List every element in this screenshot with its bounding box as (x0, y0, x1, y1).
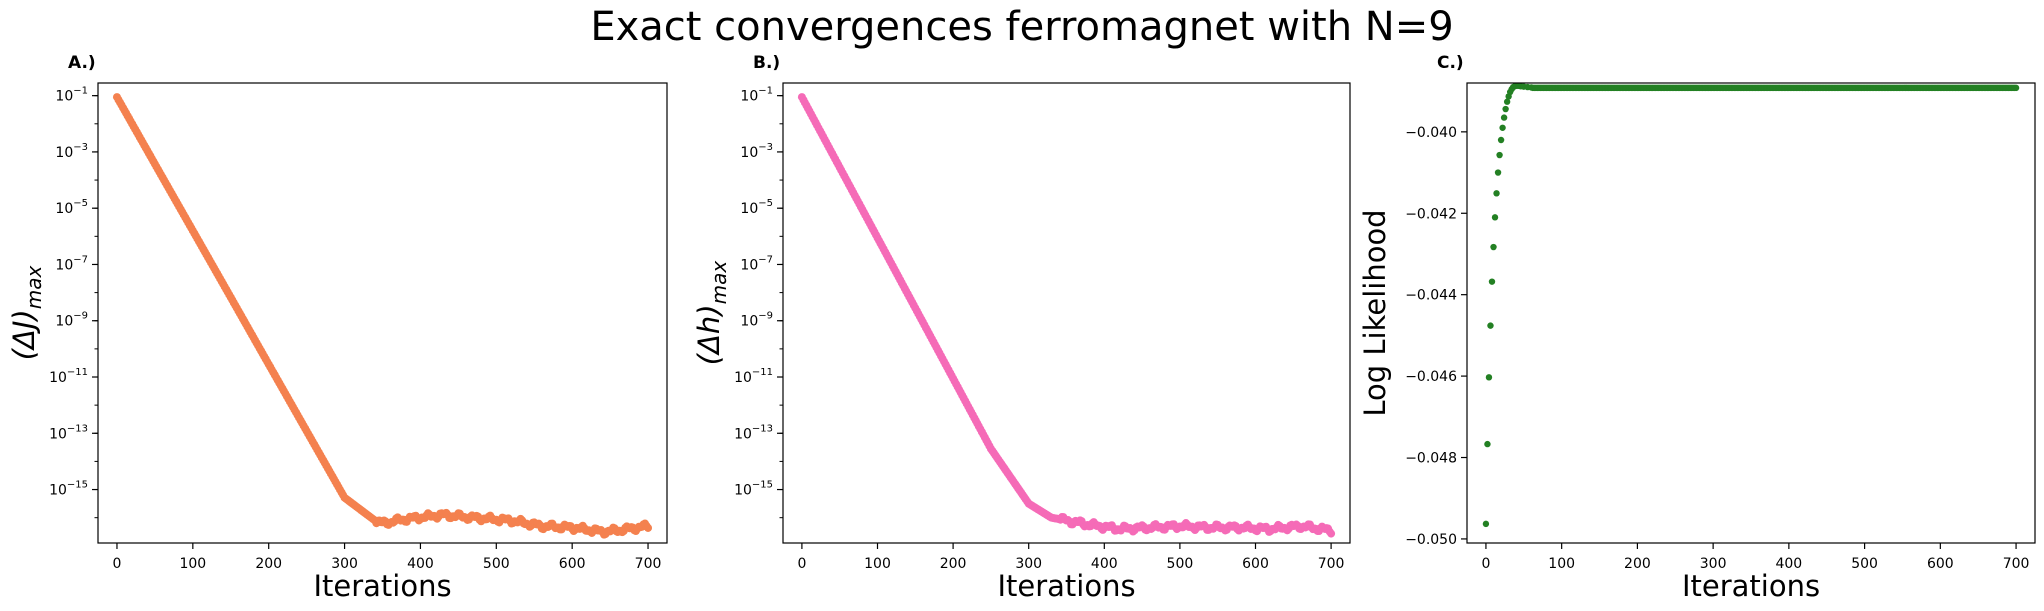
x-tick-label: 700 (1318, 556, 1345, 572)
y-tick-label: 10−3 (740, 142, 773, 161)
x-tick-label: 0 (113, 556, 122, 572)
x-tick-label: 200 (255, 556, 282, 572)
y-tick-label: 10−5 (55, 198, 88, 217)
x-tick-label: 100 (864, 556, 891, 572)
x-tick-label: 0 (797, 556, 806, 572)
data-series (1482, 82, 2020, 528)
data-point (1499, 124, 1506, 131)
axes-frame (782, 82, 1351, 544)
y-tick-label: 10−15 (49, 480, 88, 499)
y-tick-label: 10−9 (55, 311, 88, 330)
x-axis-label: Iterations (313, 569, 451, 603)
y-tick-label: −0.042 (1405, 206, 1457, 222)
x-tick-label: 200 (1624, 556, 1651, 572)
chart-panel-3: C.) 0 100 200 300 400 500 600 700 −0.050 −0.048 −0.… (1358, 53, 2036, 603)
y-tick-label: 10−13 (734, 423, 773, 442)
data-point (2012, 84, 2020, 92)
panels: A.) 0 100 200 300 400 500 600 700 10−1 10−3 10−5 10−… (7, 53, 2036, 603)
x-tick-label: 400 (1775, 556, 1802, 572)
data-point (1503, 98, 1511, 105)
axes-frame (1466, 82, 2036, 544)
y-tick-label: 10−9 (740, 311, 773, 330)
y-tick-label: 10−7 (740, 254, 773, 273)
y-axis-label: (Δh)max (692, 261, 731, 366)
y-tick-label: −0.040 (1405, 125, 1457, 141)
y-tick-label: 10−3 (55, 142, 88, 161)
x-tick-label: 0 (1481, 556, 1490, 572)
y-tick-label: 10−15 (734, 480, 773, 499)
y-axis-label: Log Likelihood (1358, 209, 1392, 416)
x-tick-label: 500 (483, 556, 510, 572)
y-tick-label: −0.046 (1405, 369, 1457, 385)
panel-label: A.) (68, 53, 96, 73)
data-series (797, 93, 1336, 538)
chart-panel-2: B.) 0 100 200 300 400 500 600 700 10−1 10−3 10−5 10−… (692, 53, 1351, 603)
y-tick-label: 10−11 (734, 367, 773, 386)
data-point (1494, 169, 1502, 176)
data-point (1485, 374, 1493, 381)
x-tick-label: 100 (1548, 556, 1575, 572)
y-tick-label: −0.048 (1405, 451, 1457, 467)
x-tick-label: 600 (1242, 556, 1269, 572)
y-tick-label: 10−1 (740, 86, 773, 105)
data-point (1482, 520, 1490, 528)
x-tick-label: 500 (1167, 556, 1194, 572)
data-point (1502, 105, 1509, 113)
x-tick-label: 400 (1091, 556, 1118, 572)
y-axis-label: (ΔJ)max (7, 266, 46, 361)
x-tick-label: 700 (635, 556, 662, 572)
x-tick-label: 100 (179, 556, 206, 572)
data-point (1487, 322, 1494, 329)
x-tick-label: 600 (1927, 556, 1954, 572)
x-tick-label: 500 (1851, 556, 1878, 572)
x-tick-label: 400 (407, 556, 434, 572)
x-tick-label: 300 (331, 556, 358, 572)
data-point (1491, 214, 1499, 221)
x-tick-label: 700 (2003, 556, 2030, 572)
axes-frame (97, 82, 668, 544)
data-point (1490, 243, 1497, 251)
x-tick-label: 300 (1015, 556, 1042, 572)
panel-label: C.) (1437, 53, 1464, 73)
data-point (1484, 440, 1491, 448)
data-point (1497, 136, 1505, 144)
x-tick-label: 300 (1700, 556, 1727, 572)
data-point (1488, 278, 1496, 285)
panel-label: B.) (753, 53, 780, 73)
data-point (1327, 529, 1336, 538)
data-point (1496, 151, 1503, 159)
x-axis-label: Iterations (1682, 569, 1820, 603)
y-tick-label: −0.044 (1405, 288, 1457, 304)
y-tick-label: 10−7 (55, 254, 88, 273)
chart-panel-1: A.) 0 100 200 300 400 500 600 700 10−1 10−3 10−5 10−… (7, 53, 668, 603)
x-axis-label: Iterations (997, 569, 1135, 603)
y-tick-label: −0.050 (1405, 532, 1457, 548)
y-tick-label: 10−1 (55, 86, 88, 105)
y-tick-label: 10−13 (49, 423, 88, 442)
y-tick-label: 10−5 (740, 198, 773, 217)
data-series (112, 93, 653, 539)
data-point (644, 523, 653, 532)
figure-title: Exact convergences ferromagnet with N=9 (590, 4, 1453, 50)
y-tick-label: 10−11 (49, 367, 88, 386)
data-point (1500, 114, 1508, 121)
x-tick-label: 200 (940, 556, 967, 572)
data-point (1493, 190, 1500, 197)
x-tick-label: 600 (559, 556, 586, 572)
